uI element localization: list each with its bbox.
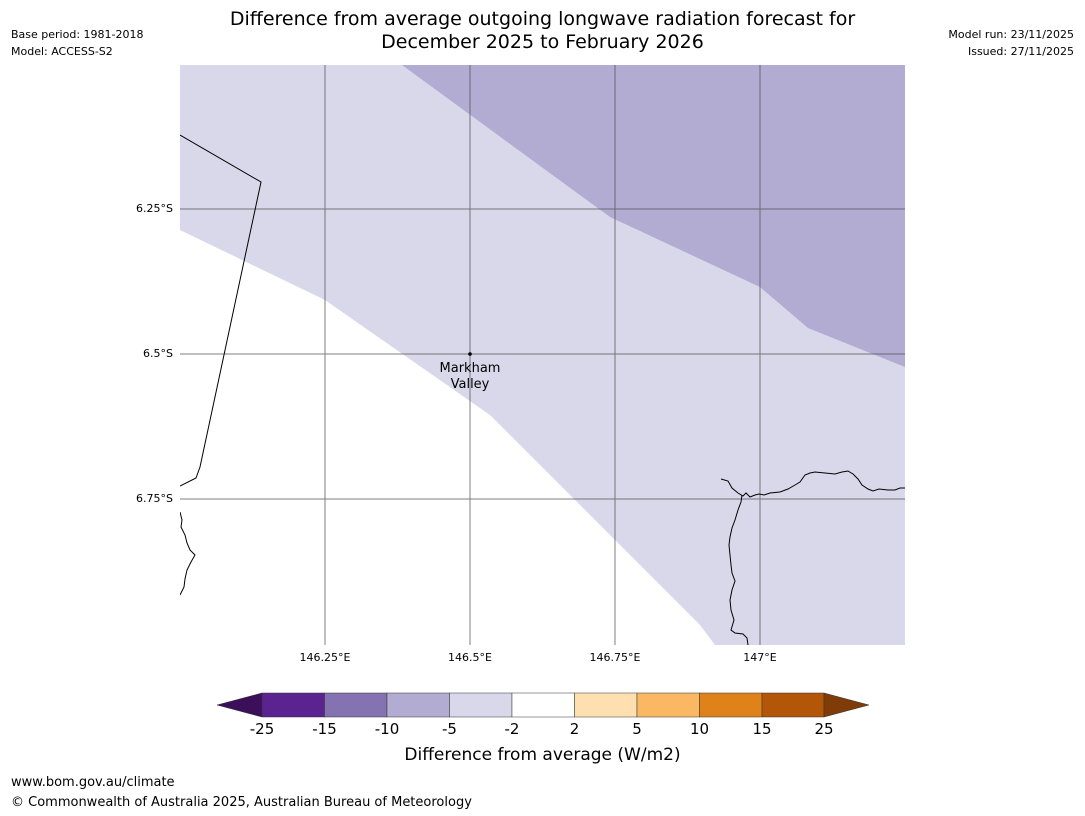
map-panel: Markham Valley [180,65,905,645]
colorbar-tick: 25 [814,720,834,738]
lon-label-1: 146.25°E [299,651,351,664]
colorbar-tick: 10 [689,720,710,738]
colorbar-tick: -25 [249,720,275,738]
lon-label-4: 147°E [743,651,777,664]
graticule [180,65,905,645]
place-marker [468,352,472,356]
coastline-west [180,511,196,596]
base-period-text: Base period: 1981-2018 [11,28,144,41]
colorbar-segment [261,692,325,718]
lat-label-3: 6.75°S [136,492,173,505]
place-label-line2: Valley [451,377,490,392]
title-line-2: December 2025 to February 2026 [381,31,704,53]
colorbar-lower-extend [216,692,263,718]
provincial-boundary [180,134,262,487]
model-text: Model: ACCESS-S2 [11,45,113,58]
colorbar-segment [324,692,388,718]
colorbar-segment [511,692,575,718]
colorbar-tick: -10 [374,720,400,738]
colorbar-segment [761,692,825,718]
title-line-1: Difference from average outgoing longwav… [229,8,856,30]
issued-text: Issued: 27/11/2025 [967,45,1074,58]
coastline-east [720,470,905,498]
model-run-text: Model run: 23/11/2025 [948,28,1074,41]
colorbar-segment [449,692,513,718]
map-canvas: Markham Valley [180,65,905,645]
colorbar-upper-extend [823,692,870,718]
colorbar-tick: 15 [752,720,772,738]
copyright-text: © Commonwealth of Australia 2025, Austra… [11,795,472,810]
header-right-meta: Model run: 23/11/2025 Issued: 27/11/2025 [948,26,1074,60]
colorbar-segment [386,692,450,718]
lat-label-1: 6.25°S [136,202,173,215]
lat-label-2: 6.5°S [143,347,173,360]
colorbar-tick: -15 [312,720,337,738]
lon-label-2: 146.5°E [448,651,492,664]
header-left-meta: Base period: 1981-2018 Model: ACCESS-S2 [11,26,143,60]
page-title: Difference from average outgoing longwav… [180,8,905,54]
colorbar-tick: -2 [504,720,520,738]
coastline-river-inlet [728,494,749,645]
lon-label-3: 146.75°E [589,651,641,664]
colorbar-segment [699,692,763,718]
band-medium-lavender [402,65,905,367]
colorbar-segment [636,692,700,718]
website-link[interactable]: www.bom.gov.au/climate [11,775,175,790]
colorbar-tick: 5 [632,720,642,738]
colorbar-segment [574,692,638,718]
colorbar-title: Difference from average (W/m2) [404,745,681,765]
colorbar [216,692,870,718]
place-label-line1: Markham [440,361,501,376]
colorbar-tick: 2 [569,720,580,738]
colorbar-tick: -5 [442,720,457,738]
